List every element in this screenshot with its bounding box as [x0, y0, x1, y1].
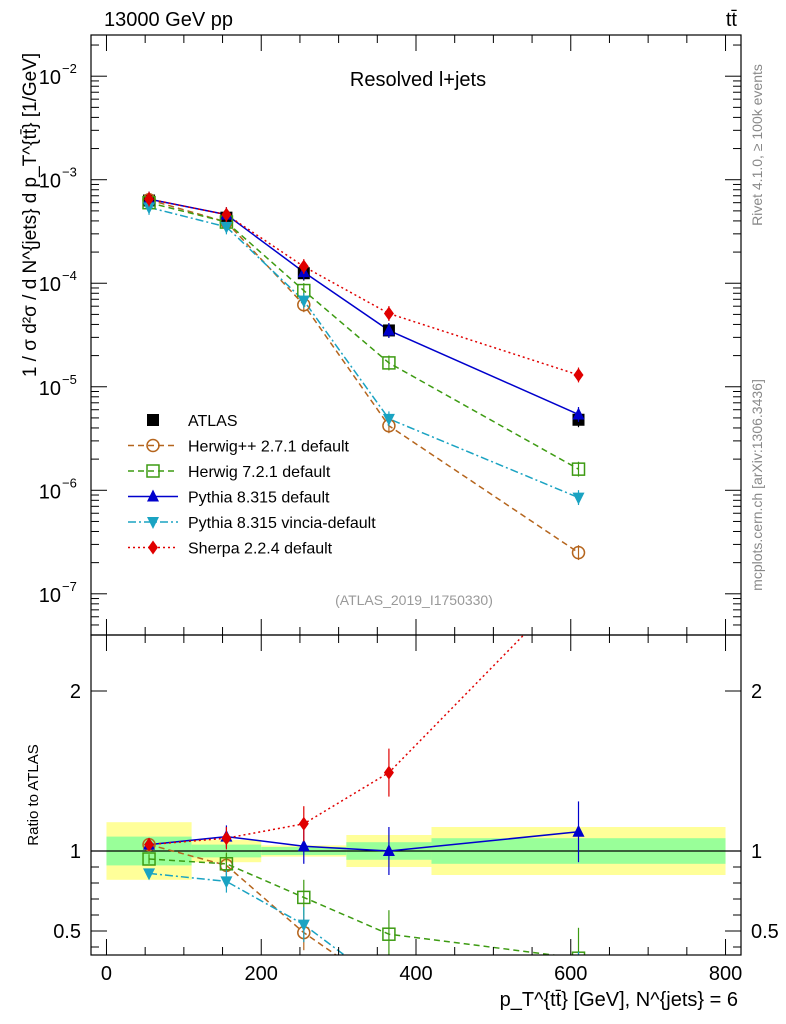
ratio-point-sherpa-2-2-4-default-3	[383, 765, 394, 780]
energy-label: 13000 GeV pp	[104, 9, 233, 31]
point-pythia-8-315-vincia-default-0	[143, 202, 156, 215]
ratio-point-sherpa-2-2-4-default-0	[144, 837, 155, 852]
ratio-point-sherpa-2-2-4-default-4	[574, 572, 584, 586]
ratio-ytick-label-right: 1	[751, 841, 762, 863]
data-markers	[142, 191, 586, 998]
ratio-line-pythia-8-315-vincia-default	[148, 872, 346, 955]
analysis-label: (ATLAS_2019_I1750330)	[335, 592, 493, 608]
main-series-markers	[142, 191, 586, 561]
ratio-ytick-label-left: 1	[70, 841, 81, 863]
ratio-plot-frame	[90, 634, 742, 956]
main-ytick-exponent: −2	[62, 61, 77, 76]
ratio-ytick-label-left: 2	[70, 681, 81, 703]
x-tick-label: 200	[245, 963, 278, 985]
ratio-point-pythia-8-315-vincia-default-3	[383, 984, 395, 996]
mcplots-label: mcplots.cern.ch [arXiv:1306.3436]	[749, 379, 765, 591]
main-ytick-exponent: −6	[62, 475, 77, 490]
x-tick-label: 800	[709, 963, 742, 985]
ratio-point-pythia-8-315-default-4	[572, 824, 585, 837]
ratio-point-herwig-7-2-1-default-0	[142, 852, 156, 866]
x-tick-label: 400	[399, 963, 432, 985]
ratio-point-sherpa-2-2-4-default-1	[221, 831, 232, 846]
ratio-point-pythia-8-315-vincia-default-1	[220, 876, 233, 889]
legend-marker-pythia-8-315-default	[147, 489, 159, 502]
ratio-ytick-label-right: 0.5	[751, 921, 779, 943]
point-pythia-8-315-vincia-default-4	[572, 492, 585, 505]
line-sherpa-2-2-4-default	[148, 198, 579, 376]
ratio-point-pythia-8-315-vincia-default-2	[297, 919, 310, 932]
ratio-point-herwig-2-7-1-default-3	[383, 986, 395, 998]
main-ytick-exponent: −7	[62, 579, 77, 594]
ratio-line-sherpa-2-2-4-default	[148, 635, 525, 846]
main-ytick-label: 10	[39, 585, 61, 607]
axes: 10−710−610−510−410−310 −20.5 0.51 12 20 200 40…	[39, 35, 779, 985]
ratio-series-markers	[142, 572, 586, 998]
ratio-y-axis-label: Ratio to ATLAS	[25, 744, 42, 845]
point-herwig-7-2-1-default-3	[382, 356, 396, 370]
legend-marker-sherpa-2-2-4-default	[148, 540, 158, 555]
legend-marker-herwig-7-2-1-default	[146, 464, 160, 478]
ratio-point-pythia-8-315-default-3	[382, 844, 395, 856]
main-ytick-label: 10	[39, 274, 61, 296]
point-herwig-7-2-1-default-4	[571, 462, 586, 476]
point-pythia-8-315-vincia-default-1	[220, 221, 233, 234]
main-ytick-label: 10	[39, 481, 61, 503]
point-pythia-8-315-vincia-default-2	[297, 295, 310, 308]
plot-title: Resolved l+jets	[350, 69, 486, 91]
legend-label-atlas: ATLAS	[188, 413, 238, 430]
legend-label-pythia-8-315-default: Pythia 8.315 default	[188, 490, 330, 507]
ratio-point-sherpa-2-2-4-default-2	[298, 816, 309, 831]
main-ytick-label: 10	[39, 171, 61, 193]
main-ytick-label: 10	[39, 67, 61, 89]
point-sherpa-2-2-4-default-0	[144, 192, 155, 207]
process-label: tt̄	[726, 9, 738, 31]
legend-label-herwig-7-2-1-default: Herwig 7.2.1 default	[188, 464, 331, 481]
ratio-point-pythia-8-315-vincia-default-0	[143, 868, 156, 881]
rivet-label: Rivet 4.1.0, ≥ 100k events	[749, 64, 765, 226]
point-sherpa-2-2-4-default-2	[298, 259, 309, 274]
ratio-point-herwig-7-2-1-default-3	[382, 927, 396, 941]
point-sherpa-2-2-4-default-4	[573, 367, 584, 382]
legend-label-pythia-8-315-vincia-default: Pythia 8.315 vincia-default	[188, 515, 376, 532]
main-ytick-exponent: −5	[62, 372, 77, 387]
point-sherpa-2-2-4-default-3	[383, 306, 394, 321]
point-herwig-2-7-1-default-4	[571, 545, 586, 560]
legend-label-sherpa-2-2-4-default: Sherpa 2.2.4 default	[188, 541, 333, 558]
legend-marker-pythia-8-315-vincia-default	[147, 517, 159, 529]
ratio-series-lines	[148, 635, 579, 955]
ratio-point-herwig-7-2-1-default-1	[219, 857, 234, 871]
point-pythia-8-315-default-4	[572, 407, 585, 420]
main-ytick-label: 10	[39, 378, 61, 400]
ratio-point-pythia-8-315-default-2	[297, 839, 310, 852]
main-ytick-exponent: −4	[62, 268, 77, 283]
legend-marker-atlas	[147, 414, 159, 426]
line-pythia-8-315-vincia-default	[148, 206, 579, 499]
ratio-ytick-label-right: 2	[751, 681, 762, 703]
ratio-ytick-label-left: 0.5	[53, 921, 81, 943]
legend-marker-herwig-2-7-1-default	[146, 438, 160, 453]
x-tick-label: 600	[554, 963, 587, 985]
line-pythia-8-315-default	[148, 198, 579, 416]
x-axis-label: p_T^{tt̄} [GeV], N^{jets} = 6	[500, 989, 738, 1011]
main-y-axis-label: 1 / σ d²σ / d N^{jets} d p_T^{tt̄} [1/Ge…	[20, 53, 41, 377]
point-pythia-8-315-vincia-default-3	[382, 413, 395, 426]
uncertainty-bands	[91, 822, 741, 880]
x-tick-label: 0	[101, 963, 112, 985]
point-pythia-8-315-default-3	[382, 323, 395, 336]
point-sherpa-2-2-4-default-1	[221, 207, 232, 222]
legend-label-herwig-2-7-1-default: Herwig++ 2.7.1 default	[188, 439, 350, 456]
ratio-point-herwig-7-2-1-default-2	[297, 890, 311, 905]
legend: ATLAS Herwig++ 2.7.1 default Herwig 7.2.1 …	[128, 413, 376, 558]
main-ytick-exponent: −3	[62, 165, 77, 180]
